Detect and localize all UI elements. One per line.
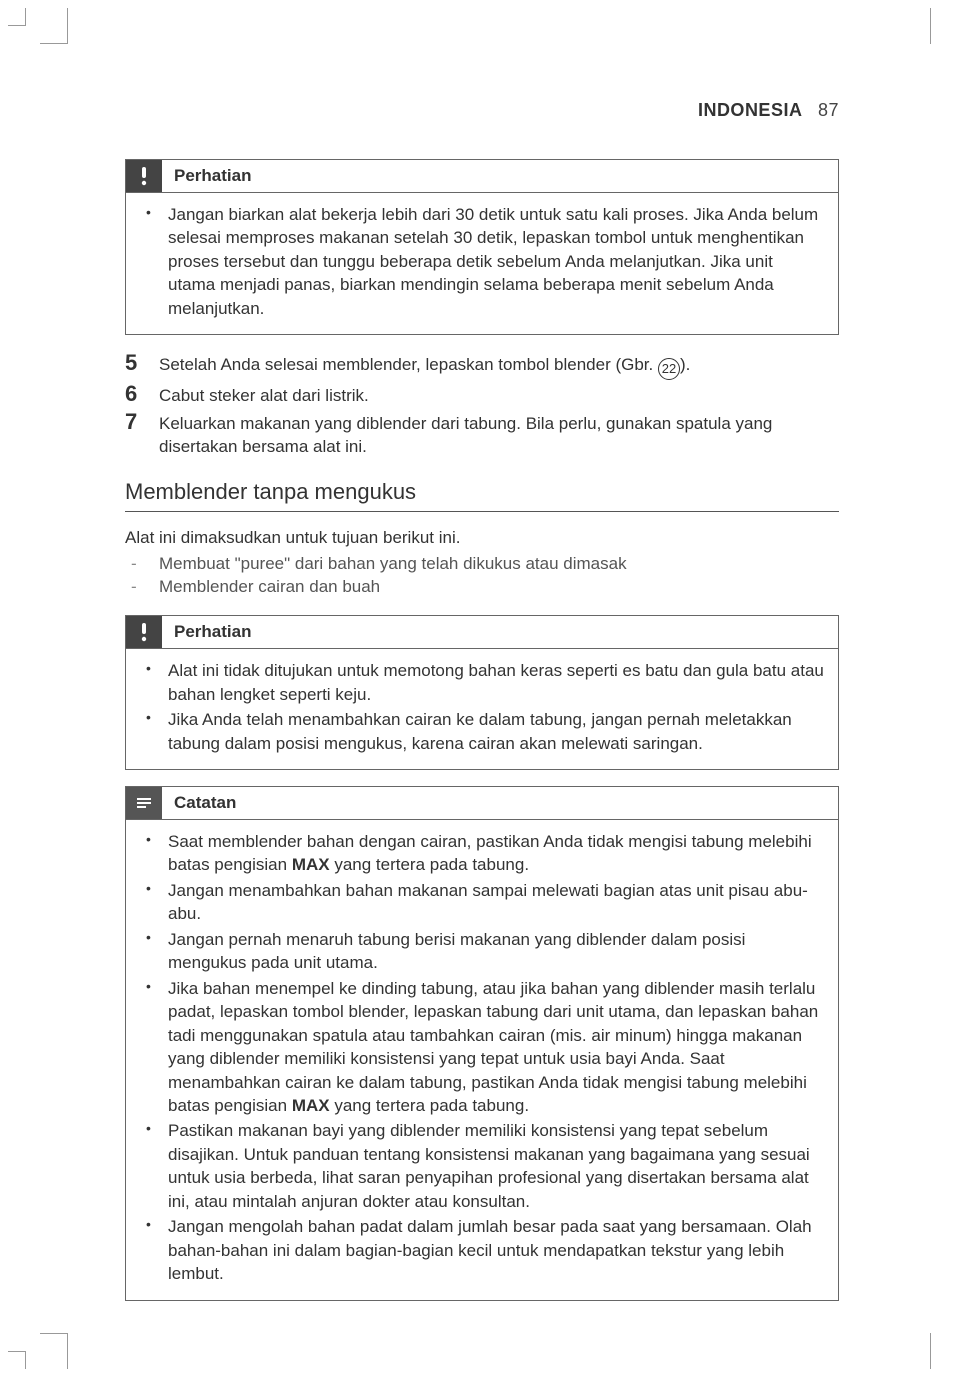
step-text: Setelah Anda selesai memblender, lepaska… <box>159 351 839 380</box>
attention-list-2: Alat ini tidak ditujukan untuk memotong … <box>140 659 824 755</box>
attention-list-1: Jangan biarkan alat bekerja lebih dari 3… <box>140 203 824 320</box>
list-item: Membuat "puree" dari bahan yang telah di… <box>125 552 839 576</box>
list-item: Jangan menambahkan bahan makanan sampai … <box>140 879 824 926</box>
list-item: Memblender cairan dan buah <box>125 575 839 599</box>
list-item: Jika Anda telah menambahkan cairan ke da… <box>140 708 824 755</box>
step-item: 7 Keluarkan makanan yang diblender dari … <box>125 410 839 459</box>
list-item: Alat ini tidak ditujukan untuk memotong … <box>140 659 824 706</box>
list-item: Pastikan makanan bayi yang diblender mem… <box>140 1119 824 1213</box>
list-item: Jangan mengolah bahan padat dalam jumlah… <box>140 1215 824 1285</box>
step-item: 6 Cabut steker alat dari listrik. <box>125 382 839 407</box>
intro-text: Alat ini dimaksudkan untuk tujuan beriku… <box>125 528 839 548</box>
figure-ref: 22 <box>658 358 680 380</box>
header-country: INDONESIA <box>698 100 803 120</box>
step-item: 5 Setelah Anda selesai memblender, lepas… <box>125 351 839 380</box>
attention-callout-1: Perhatian Jangan biarkan alat bekerja le… <box>125 159 839 335</box>
purpose-list: Membuat "puree" dari bahan yang telah di… <box>125 552 839 600</box>
callout-title: Perhatian <box>162 160 838 192</box>
header-pagenum: 87 <box>818 100 839 120</box>
step-number: 7 <box>125 410 159 434</box>
list-item: Jangan biarkan alat bekerja lebih dari 3… <box>140 203 824 320</box>
note-icon <box>126 787 162 819</box>
step-number: 6 <box>125 382 159 406</box>
list-item: Jika bahan menempel ke dinding tabung, a… <box>140 977 824 1118</box>
page-header: INDONESIA 87 <box>125 100 839 121</box>
note-list: Saat memblender bahan dengan cairan, pas… <box>140 830 824 1286</box>
note-callout: Catatan Saat memblender bahan dengan cai… <box>125 786 839 1301</box>
document-page: INDONESIA 87 Perhatian Jangan biarkan al… <box>0 0 954 1377</box>
numbered-steps: 5 Setelah Anda selesai memblender, lepas… <box>125 351 839 458</box>
step-text: Keluarkan makanan yang diblender dari ta… <box>159 410 839 459</box>
step-text: Cabut steker alat dari listrik. <box>159 382 839 407</box>
list-item: Jangan pernah menaruh tabung berisi maka… <box>140 928 824 975</box>
callout-title: Catatan <box>162 787 838 819</box>
callout-title: Perhatian <box>162 616 838 648</box>
step-number: 5 <box>125 351 159 375</box>
section-heading: Memblender tanpa mengukus <box>125 479 839 512</box>
attention-callout-2: Perhatian Alat ini tidak ditujukan untuk… <box>125 615 839 770</box>
warning-icon <box>126 616 162 648</box>
warning-icon <box>126 160 162 192</box>
list-item: Saat memblender bahan dengan cairan, pas… <box>140 830 824 877</box>
